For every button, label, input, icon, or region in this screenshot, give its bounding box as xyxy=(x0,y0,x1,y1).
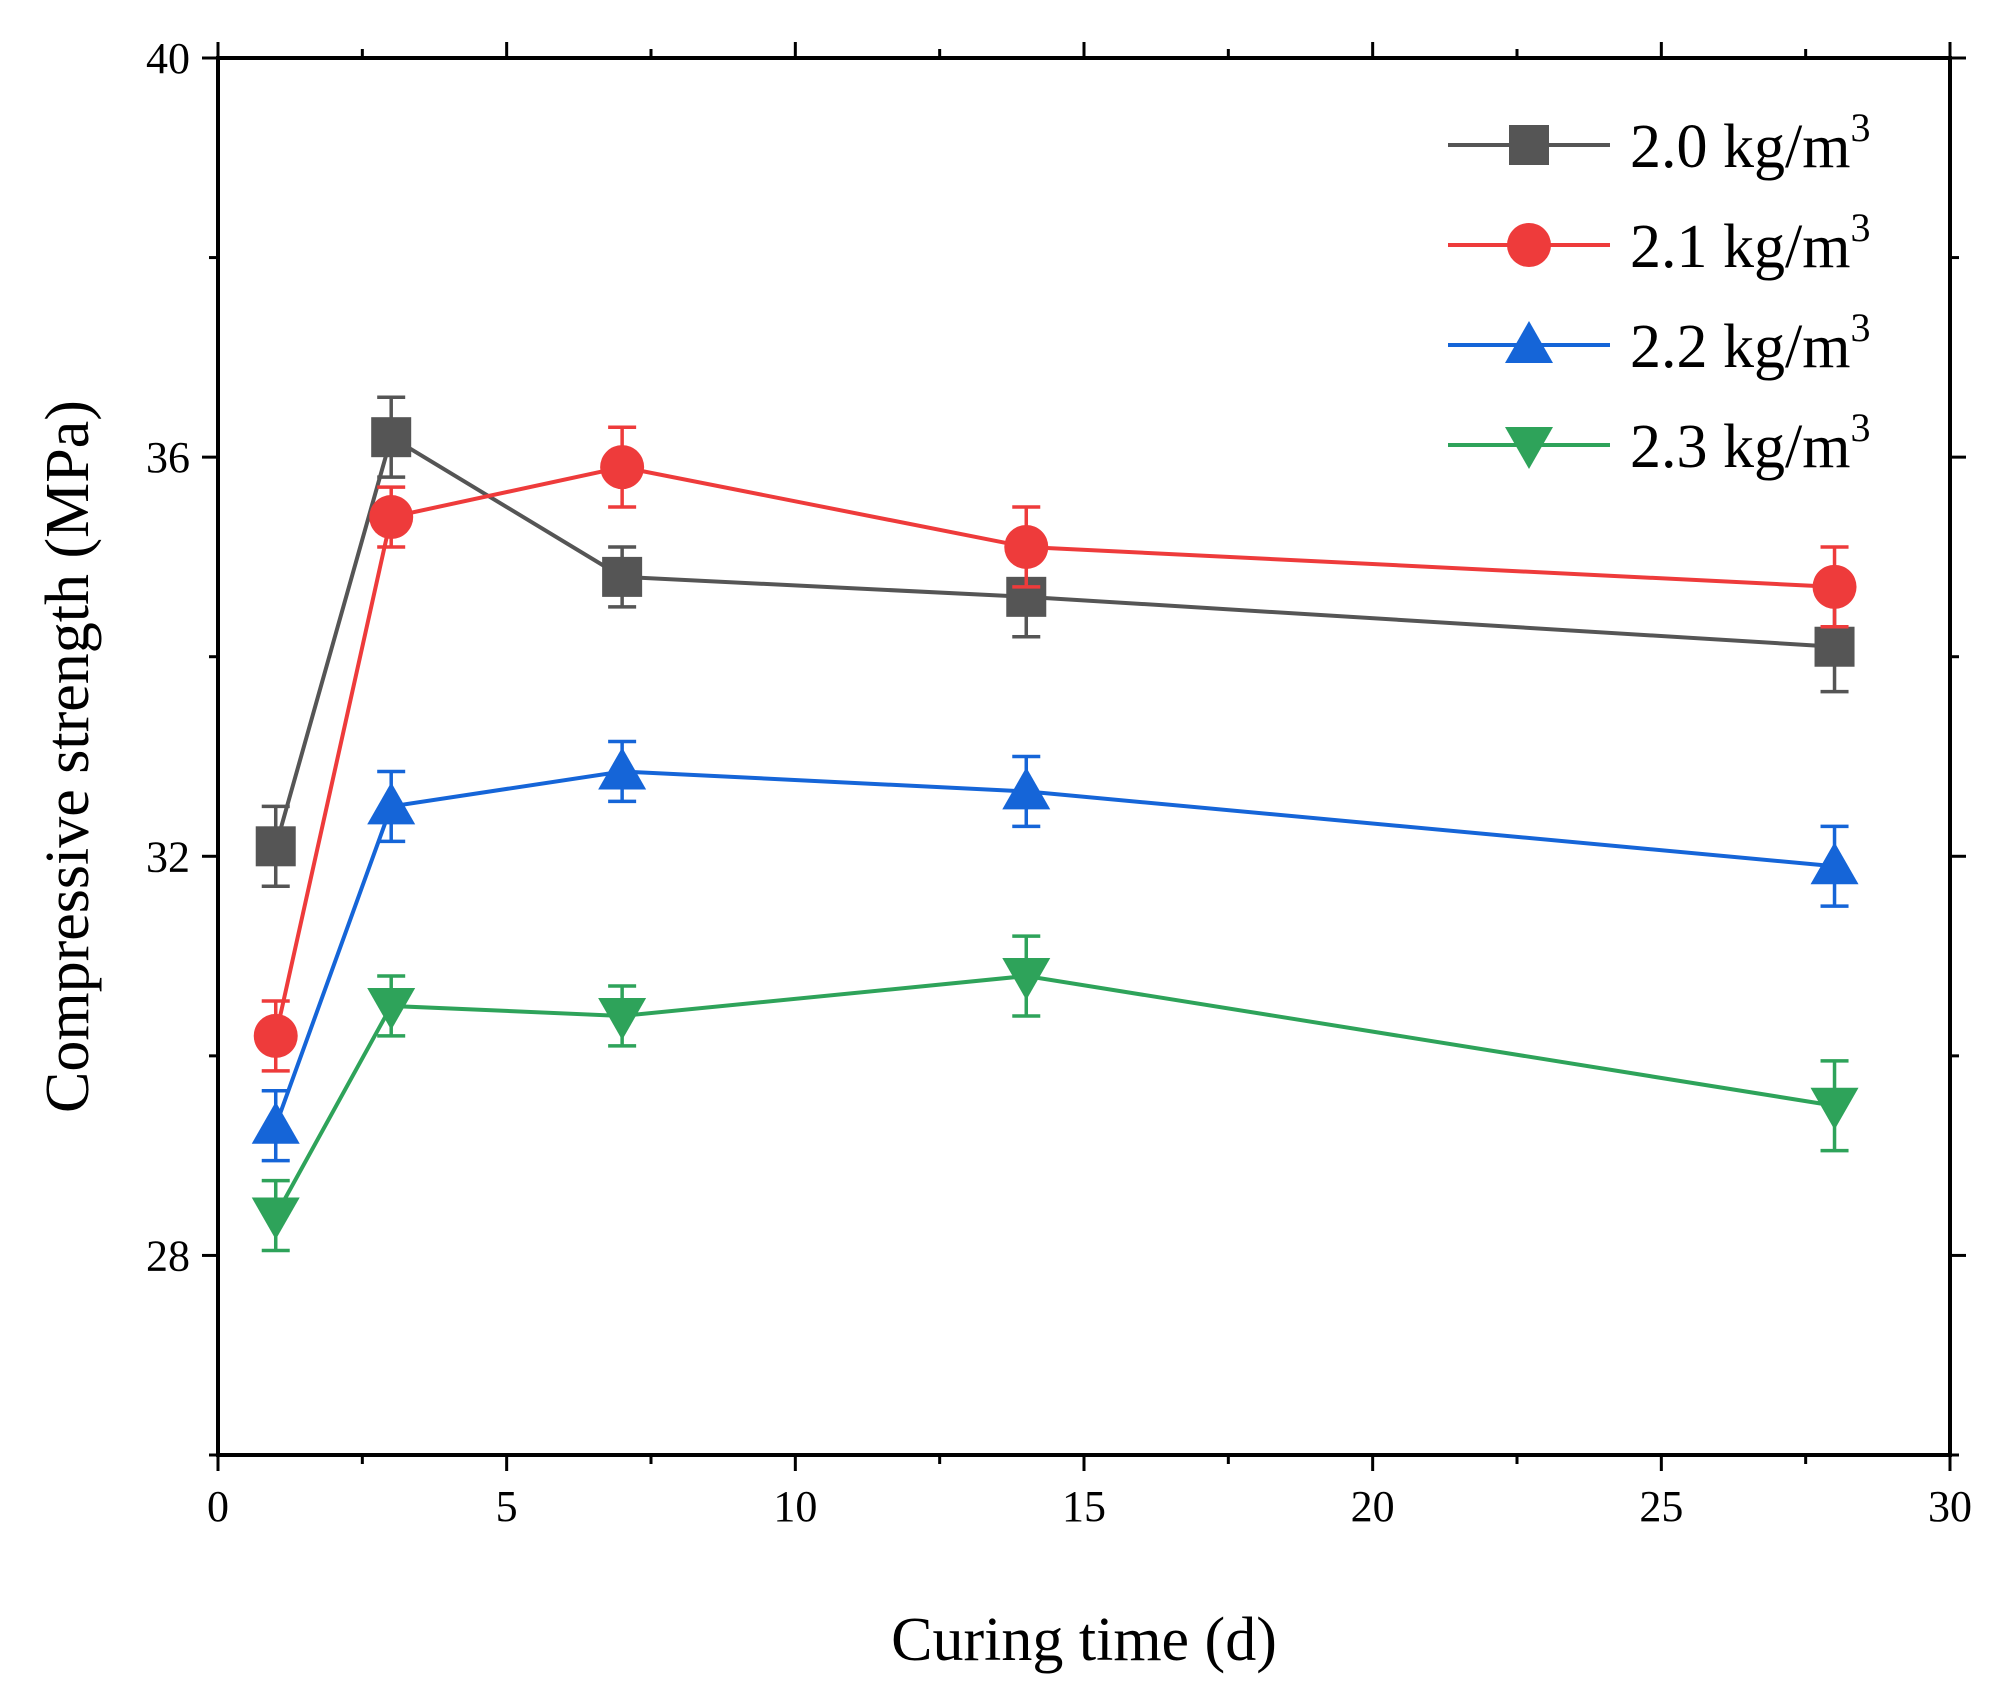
legend-marker xyxy=(1507,223,1551,267)
data-point xyxy=(600,445,645,490)
legend-label-text: 2.3 kg/m xyxy=(1630,413,1850,481)
y-tick-label: 40 xyxy=(146,34,190,83)
data-point xyxy=(369,495,414,540)
x-tick-label: 10 xyxy=(773,1482,817,1531)
axes: 0 5 10 15 20 25 30 28 32 36 40 xyxy=(146,34,1972,1531)
legend-marker xyxy=(1505,321,1553,363)
y-tick-label: 36 xyxy=(146,433,190,482)
legend-entry-3: 2.3 kg/m3 xyxy=(1448,405,1870,481)
data-point xyxy=(367,987,416,1030)
legend-label: 2.0 kg/m3 xyxy=(1630,105,1870,181)
x-tick-label: 20 xyxy=(1351,1482,1395,1531)
series-1 xyxy=(253,425,1857,1073)
data-point xyxy=(371,417,412,458)
legend-label-text: 2.2 kg/m xyxy=(1630,313,1850,381)
legend-marker xyxy=(1505,427,1553,469)
legend-label: 2.2 kg/m3 xyxy=(1630,305,1870,381)
x-tick-label: 15 xyxy=(1062,1482,1106,1531)
x-tick-label: 5 xyxy=(496,1482,518,1531)
legend-entry-0: 2.0 kg/m3 xyxy=(1448,105,1870,181)
legend-label: 2.3 kg/m3 xyxy=(1630,405,1870,481)
data-point xyxy=(1002,958,1051,1001)
x-tick-label: 30 xyxy=(1928,1482,1972,1531)
y-tick-label: 32 xyxy=(146,832,190,881)
series-3 xyxy=(251,934,1859,1253)
series-line xyxy=(273,465,1835,1037)
data-point xyxy=(1002,767,1051,810)
data-point xyxy=(598,997,647,1040)
data-point xyxy=(367,782,416,825)
series-layer xyxy=(251,395,1859,1253)
series-2 xyxy=(251,739,1859,1163)
data-point xyxy=(1812,564,1857,609)
legend: 2.0 kg/m32.1 kg/m32.2 kg/m32.3 kg/m3 xyxy=(1448,105,1870,481)
data-point xyxy=(1004,524,1049,569)
series-line xyxy=(273,974,1835,1217)
legend-label-sup: 3 xyxy=(1850,405,1870,450)
legend-label-text: 2.1 kg/m xyxy=(1630,213,1850,281)
legend-label: 2.1 kg/m3 xyxy=(1630,205,1870,281)
legend-entry-2: 2.2 kg/m3 xyxy=(1448,305,1870,381)
data-point xyxy=(1810,1087,1859,1130)
x-tick-label: 0 xyxy=(207,1482,229,1531)
data-point xyxy=(1814,626,1855,667)
y-axis-title: Compressive strength (MPa) xyxy=(34,400,102,1113)
series-line xyxy=(273,769,1835,1127)
data-point xyxy=(253,1013,298,1058)
data-point xyxy=(251,1101,300,1144)
legend-marker xyxy=(1509,125,1549,165)
data-point xyxy=(251,1197,300,1240)
data-point xyxy=(598,747,647,790)
data-point xyxy=(1810,842,1859,885)
data-point xyxy=(602,556,643,597)
legend-label-sup: 3 xyxy=(1850,105,1870,150)
legend-entry-1: 2.1 kg/m3 xyxy=(1448,205,1870,281)
legend-label-sup: 3 xyxy=(1850,205,1870,250)
data-point xyxy=(255,826,296,867)
y-tick-label: 28 xyxy=(146,1231,190,1280)
series-0 xyxy=(255,395,1855,888)
x-axis-title: Curing time (d) xyxy=(891,1606,1277,1674)
x-tick-label: 25 xyxy=(1639,1482,1683,1531)
series-line xyxy=(273,434,1835,847)
legend-label-text: 2.0 kg/m xyxy=(1630,113,1850,181)
legend-label-sup: 3 xyxy=(1850,305,1870,350)
